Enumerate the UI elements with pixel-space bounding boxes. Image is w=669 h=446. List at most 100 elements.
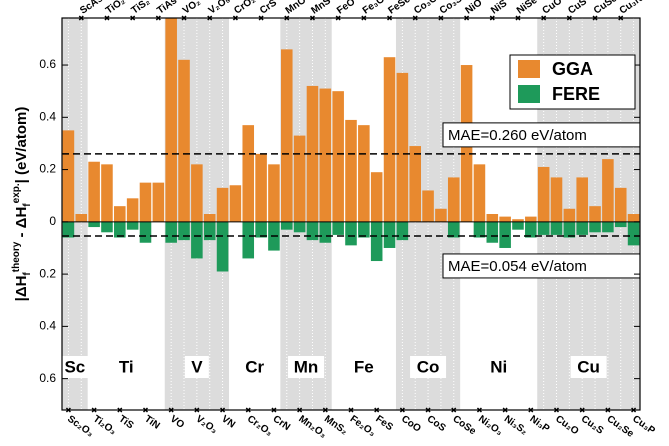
bar bbox=[255, 221, 267, 238]
bar bbox=[255, 153, 267, 222]
group-label-box bbox=[236, 356, 273, 378]
bar bbox=[563, 208, 576, 222]
bar bbox=[293, 135, 306, 222]
x-tick-label: NiO bbox=[464, 0, 485, 17]
bar bbox=[332, 221, 344, 235]
x-tick bbox=[631, 407, 637, 413]
x-tick-label: CrO₂ bbox=[232, 0, 257, 17]
bar bbox=[229, 185, 242, 222]
x-tick-label: Ti₂O₃ bbox=[91, 414, 119, 438]
bar bbox=[242, 221, 255, 259]
x-tick bbox=[335, 15, 341, 21]
bar bbox=[435, 208, 447, 222]
x-tick-label: Cu₂S bbox=[579, 414, 606, 437]
y-axis-label-part: f bbox=[22, 203, 33, 207]
bar bbox=[280, 49, 293, 222]
x-tick-label: TiS₂ bbox=[130, 0, 153, 17]
bar bbox=[319, 88, 332, 222]
group-label-box bbox=[480, 356, 517, 378]
y-axis-label: |ΔHftheory - ΔHfexp.| (eV/atom) bbox=[11, 107, 33, 302]
bar bbox=[126, 221, 139, 230]
y-tick-label: 0.6 bbox=[39, 371, 56, 385]
bar bbox=[499, 216, 511, 222]
mae-label: MAE=0.054 eV/atom bbox=[448, 258, 587, 275]
bar bbox=[139, 221, 152, 243]
x-tick bbox=[412, 15, 418, 21]
group-label-box bbox=[410, 356, 447, 378]
x-tick-label: Sc₂O₃ bbox=[65, 414, 95, 440]
bar bbox=[62, 130, 75, 222]
x-tick-label: MnS bbox=[309, 0, 333, 17]
x-tick bbox=[309, 15, 315, 21]
group-label-box bbox=[56, 356, 93, 378]
group-label-box bbox=[570, 356, 607, 378]
x-tick-label: TiN bbox=[142, 414, 161, 432]
x-tick bbox=[258, 15, 264, 21]
bar bbox=[293, 221, 306, 233]
x-tick-label: Cr₂O₃ bbox=[245, 414, 275, 439]
bar bbox=[627, 214, 640, 222]
y-tick-label: 0.2 bbox=[39, 266, 56, 280]
x-tick bbox=[605, 407, 611, 413]
x-tick bbox=[399, 407, 405, 413]
bar bbox=[589, 206, 601, 222]
x-tick-label: CoSe bbox=[451, 414, 479, 438]
bar bbox=[563, 221, 576, 238]
x-tick bbox=[425, 407, 431, 413]
bar bbox=[191, 221, 203, 259]
bar bbox=[280, 221, 293, 230]
group-label-box bbox=[108, 356, 145, 378]
group-label: Ni bbox=[490, 357, 507, 376]
x-tick-label: Cu₂Se bbox=[605, 414, 636, 440]
bar bbox=[614, 221, 627, 228]
legend-label: FERE bbox=[552, 84, 600, 104]
x-tick-label: NiS bbox=[489, 0, 509, 17]
group-label: Sc bbox=[64, 357, 85, 376]
bar bbox=[191, 164, 203, 222]
x-tick-label: CuSe bbox=[592, 0, 620, 17]
bar bbox=[473, 221, 486, 238]
bar bbox=[383, 221, 396, 248]
x-tick-label: VN bbox=[219, 414, 237, 431]
y-tick-label: 0.4 bbox=[39, 319, 56, 333]
bar bbox=[306, 85, 319, 222]
y-axis-label-part: f bbox=[22, 272, 33, 276]
x-tick-label: Mn₂O₃ bbox=[296, 414, 328, 441]
y-tick-label: 0.2 bbox=[39, 162, 56, 176]
mae-box bbox=[442, 122, 641, 148]
x-tick-label: FeSe bbox=[386, 0, 412, 17]
x-tick-label: TiAs bbox=[155, 0, 179, 17]
x-tick bbox=[387, 15, 393, 21]
group-label-box bbox=[345, 356, 382, 378]
x-tick bbox=[194, 407, 200, 413]
bar bbox=[203, 221, 216, 241]
legend-swatch bbox=[518, 60, 540, 78]
bar bbox=[447, 221, 460, 238]
x-tick bbox=[271, 407, 277, 413]
bar bbox=[178, 59, 190, 222]
bar bbox=[332, 91, 344, 222]
group-label: Ti bbox=[119, 357, 134, 376]
x-tick-label: VO bbox=[168, 414, 186, 431]
x-tick bbox=[361, 15, 367, 21]
bar bbox=[576, 177, 588, 222]
x-tick bbox=[592, 15, 598, 21]
x-tick bbox=[553, 407, 560, 413]
x-tick-label: CoS bbox=[425, 414, 448, 435]
bar bbox=[345, 221, 357, 246]
x-tick bbox=[78, 15, 84, 21]
x-tick bbox=[155, 15, 161, 21]
bar bbox=[537, 221, 550, 235]
y-tick-label: 0.4 bbox=[39, 109, 56, 123]
y-axis-label-part: exp. bbox=[11, 183, 22, 203]
bar bbox=[203, 214, 216, 222]
bar bbox=[525, 216, 537, 222]
x-tick bbox=[232, 15, 238, 21]
bar bbox=[268, 164, 280, 222]
bar bbox=[576, 221, 588, 235]
group-label: Co bbox=[417, 357, 440, 376]
y-axis-label-part: | (eV/atom) bbox=[13, 107, 30, 184]
legend-label: GGA bbox=[552, 59, 593, 79]
x-tick bbox=[245, 407, 251, 413]
bar bbox=[165, 18, 177, 222]
